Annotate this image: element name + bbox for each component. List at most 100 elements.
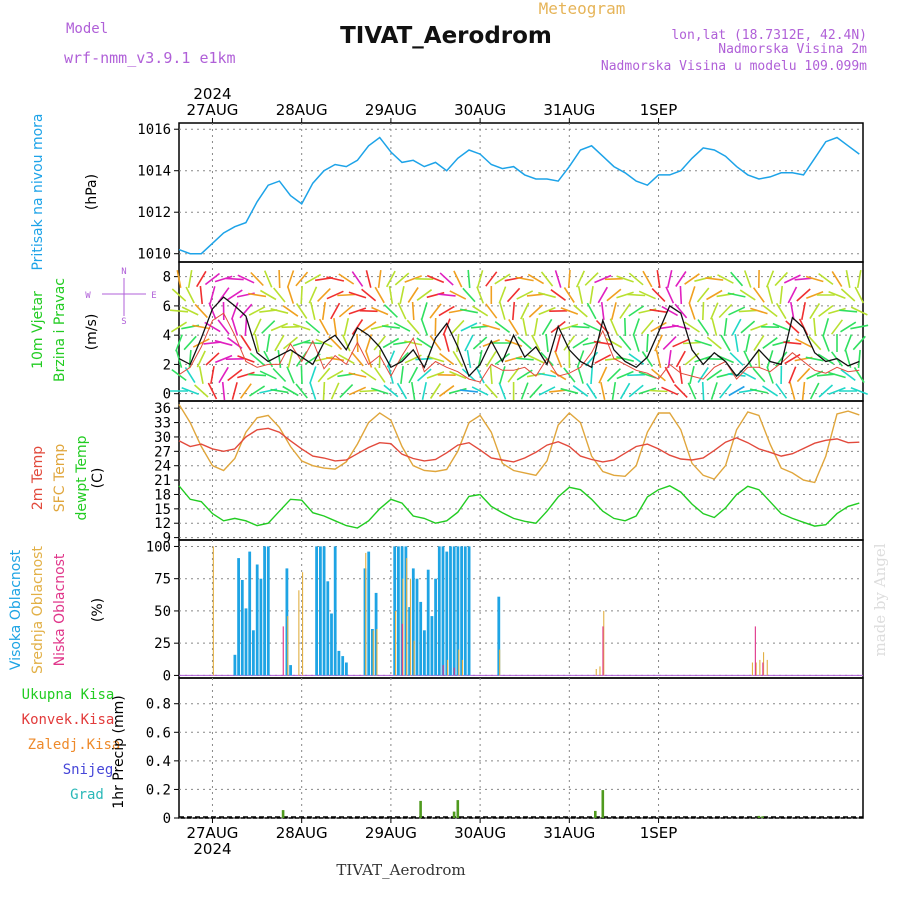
- wind-arrow: [397, 302, 407, 320]
- wind-arrow: [651, 288, 666, 302]
- cloud-high-bar: [408, 607, 411, 676]
- wind-arrow: [169, 309, 189, 313]
- cloud-high-bar: [397, 546, 400, 676]
- precip-total-bar: [281, 810, 285, 818]
- temperature-ytick-label: 24: [154, 459, 171, 475]
- cloud-mid-bar: [763, 652, 765, 676]
- day-label-top: 1SEP: [640, 101, 678, 119]
- wind-arrow: [472, 336, 488, 350]
- wind-arrow: [484, 383, 498, 399]
- wind-arrow: [688, 286, 696, 304]
- wind-arrow: [249, 385, 266, 397]
- wind-arrow: [361, 288, 377, 302]
- wind-arrow: [839, 309, 858, 313]
- wind-arrow: [572, 385, 589, 397]
- wind-arrow: [684, 321, 700, 333]
- wind-arrow: [196, 350, 206, 368]
- wind-arrow: [381, 325, 400, 329]
- wind-arrow: [818, 304, 834, 318]
- precip-total-bar: [452, 811, 456, 818]
- cloud-high-axis-title: Visoka Oblacnost: [8, 549, 24, 670]
- wind-arrow: [809, 382, 820, 400]
- wind-arrow: [739, 370, 757, 380]
- wind-arrow: [388, 285, 394, 305]
- wind-arrow: [716, 372, 735, 378]
- wind-arrow: [339, 384, 354, 398]
- wind-arrow: [790, 301, 795, 321]
- sfc-temp-line: [178, 404, 860, 484]
- wind-arrow: [217, 287, 230, 303]
- wind-arrow: [850, 306, 868, 316]
- cloud-ytick-label: 75: [154, 572, 171, 588]
- pressure-axis-unit: (hPa): [84, 174, 100, 210]
- cloud-mid-axis-title: Srednja Oblacnost: [30, 546, 46, 674]
- cloud-high-bar: [419, 601, 423, 676]
- wind-arrow: [429, 383, 442, 399]
- wind-arrow: [338, 353, 355, 365]
- wind-arrow: [295, 303, 308, 319]
- wind-frame: [178, 261, 864, 402]
- wind-arrow: [584, 272, 599, 286]
- wind-arrow: [185, 286, 195, 304]
- wind-arrow: [337, 293, 356, 297]
- pressure-ytick-label: 1012: [137, 205, 171, 221]
- wind-arrow: [749, 388, 768, 394]
- wind-arrow: [270, 308, 289, 314]
- wind-arrow: [348, 291, 367, 299]
- wind-arrow: [805, 275, 824, 283]
- wind-arrow: [321, 301, 326, 321]
- wind-axis-unit: (m/s): [84, 314, 100, 351]
- wind-arrow: [727, 373, 746, 377]
- wind-arrow: [194, 303, 208, 319]
- wind-arrow: [765, 270, 775, 288]
- wind-arrow: [533, 317, 539, 337]
- wind-arrow: [554, 270, 562, 288]
- wind-arrow: [605, 337, 623, 349]
- wind-arrow: [673, 384, 688, 398]
- wind-arrow: [796, 288, 811, 302]
- wind-arrow: [416, 337, 433, 349]
- wind-arrow: [684, 273, 700, 285]
- precip-total-bar: [419, 800, 422, 818]
- cloud-mid-bar: [212, 546, 214, 676]
- wind-arrow: [642, 270, 653, 288]
- elevation-text: Nadmorska Visina 2m: [718, 42, 867, 57]
- wind-arrow: [259, 370, 277, 380]
- panel-precip: 0 0.2 0.4 0.6 0.8 Ukupna Kisa Konvek.Kisa Zaled…: [22, 677, 864, 827]
- wind-arrow: [309, 382, 317, 400]
- wind-arrow: [221, 381, 226, 401]
- cloud-high-bar: [426, 569, 430, 676]
- cloud-ytick-label: 0: [163, 668, 171, 684]
- temp-axis-title: 2m Temp: [30, 446, 46, 510]
- wind-arrow: [550, 289, 566, 301]
- wind-arrow: [387, 366, 394, 384]
- wind-arrow: [550, 369, 567, 381]
- wind-arrow: [438, 385, 455, 397]
- wind-arrow: [208, 302, 217, 320]
- wind-arrow: [460, 322, 478, 332]
- cloud-high-bar: [363, 568, 367, 676]
- wind-arrow: [560, 387, 579, 395]
- wind-arrow: [448, 387, 467, 395]
- wind-arrow: [666, 270, 673, 288]
- wind-arrow: [538, 291, 556, 299]
- precip-ytick-label: 0.2: [146, 782, 171, 798]
- wind-arrow: [731, 318, 742, 336]
- wind-arrow: [451, 319, 465, 335]
- wind-arrow: [538, 372, 557, 378]
- wind-arrow: [456, 333, 460, 353]
- wind-arrow: [287, 350, 294, 368]
- legend-total-precip: Ukupna Kisa: [22, 687, 115, 703]
- wind-arrow: [687, 382, 697, 400]
- wind-arrow: [489, 365, 493, 385]
- temperature-ytick-label: 15: [154, 502, 171, 518]
- wind-arrow: [188, 349, 192, 369]
- wind-ytick-label: 2: [163, 357, 171, 373]
- wind-arrow: [374, 286, 385, 304]
- cloud-mid-bar: [766, 659, 768, 676]
- wind-arrow: [817, 353, 834, 365]
- wind-arrow: [664, 366, 675, 384]
- temperature-ytick-label: 12: [154, 516, 171, 532]
- wind-arrow: [649, 308, 668, 314]
- wind-arrow: [662, 336, 677, 350]
